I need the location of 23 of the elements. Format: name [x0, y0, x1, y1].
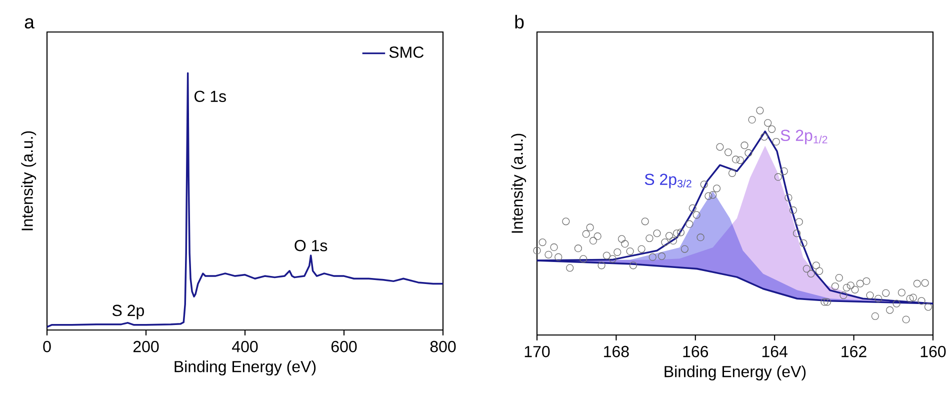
x-tick-label: 0	[43, 340, 51, 352]
x-tick-label: 800	[430, 340, 456, 352]
x-tick-label: 170	[524, 346, 550, 358]
text: a	[24, 18, 34, 29]
x-axis-title: Binding Energy (eV)	[664, 366, 806, 380]
y-axis-title: Intensity (a.u.)	[511, 134, 526, 233]
x-tick-label: 160	[920, 346, 946, 358]
x-tick-label: 166	[683, 346, 708, 358]
annotation: C 1s	[194, 90, 226, 102]
x-axis-title: Binding Energy (eV)	[174, 360, 316, 376]
annotation: S 2p	[112, 304, 144, 320]
y-axis-title: Intensity (a.u.)	[21, 131, 36, 230]
annotation: O 1s	[294, 240, 328, 252]
legend-label: SMC	[389, 46, 424, 58]
x-tick-label: 162	[842, 346, 866, 358]
text: b	[515, 14, 524, 29]
series-label: S 2p$_{3/2}$	[644, 174, 692, 188]
series-label: S 2p$_{1/2}$	[780, 130, 828, 144]
x-tick-label: 164	[762, 346, 788, 358]
x-tick-label: 600	[331, 340, 357, 352]
x-tick-label: 168	[604, 346, 629, 358]
x-tick-label: 400	[232, 340, 258, 352]
x-tick-label: 200	[133, 340, 159, 352]
